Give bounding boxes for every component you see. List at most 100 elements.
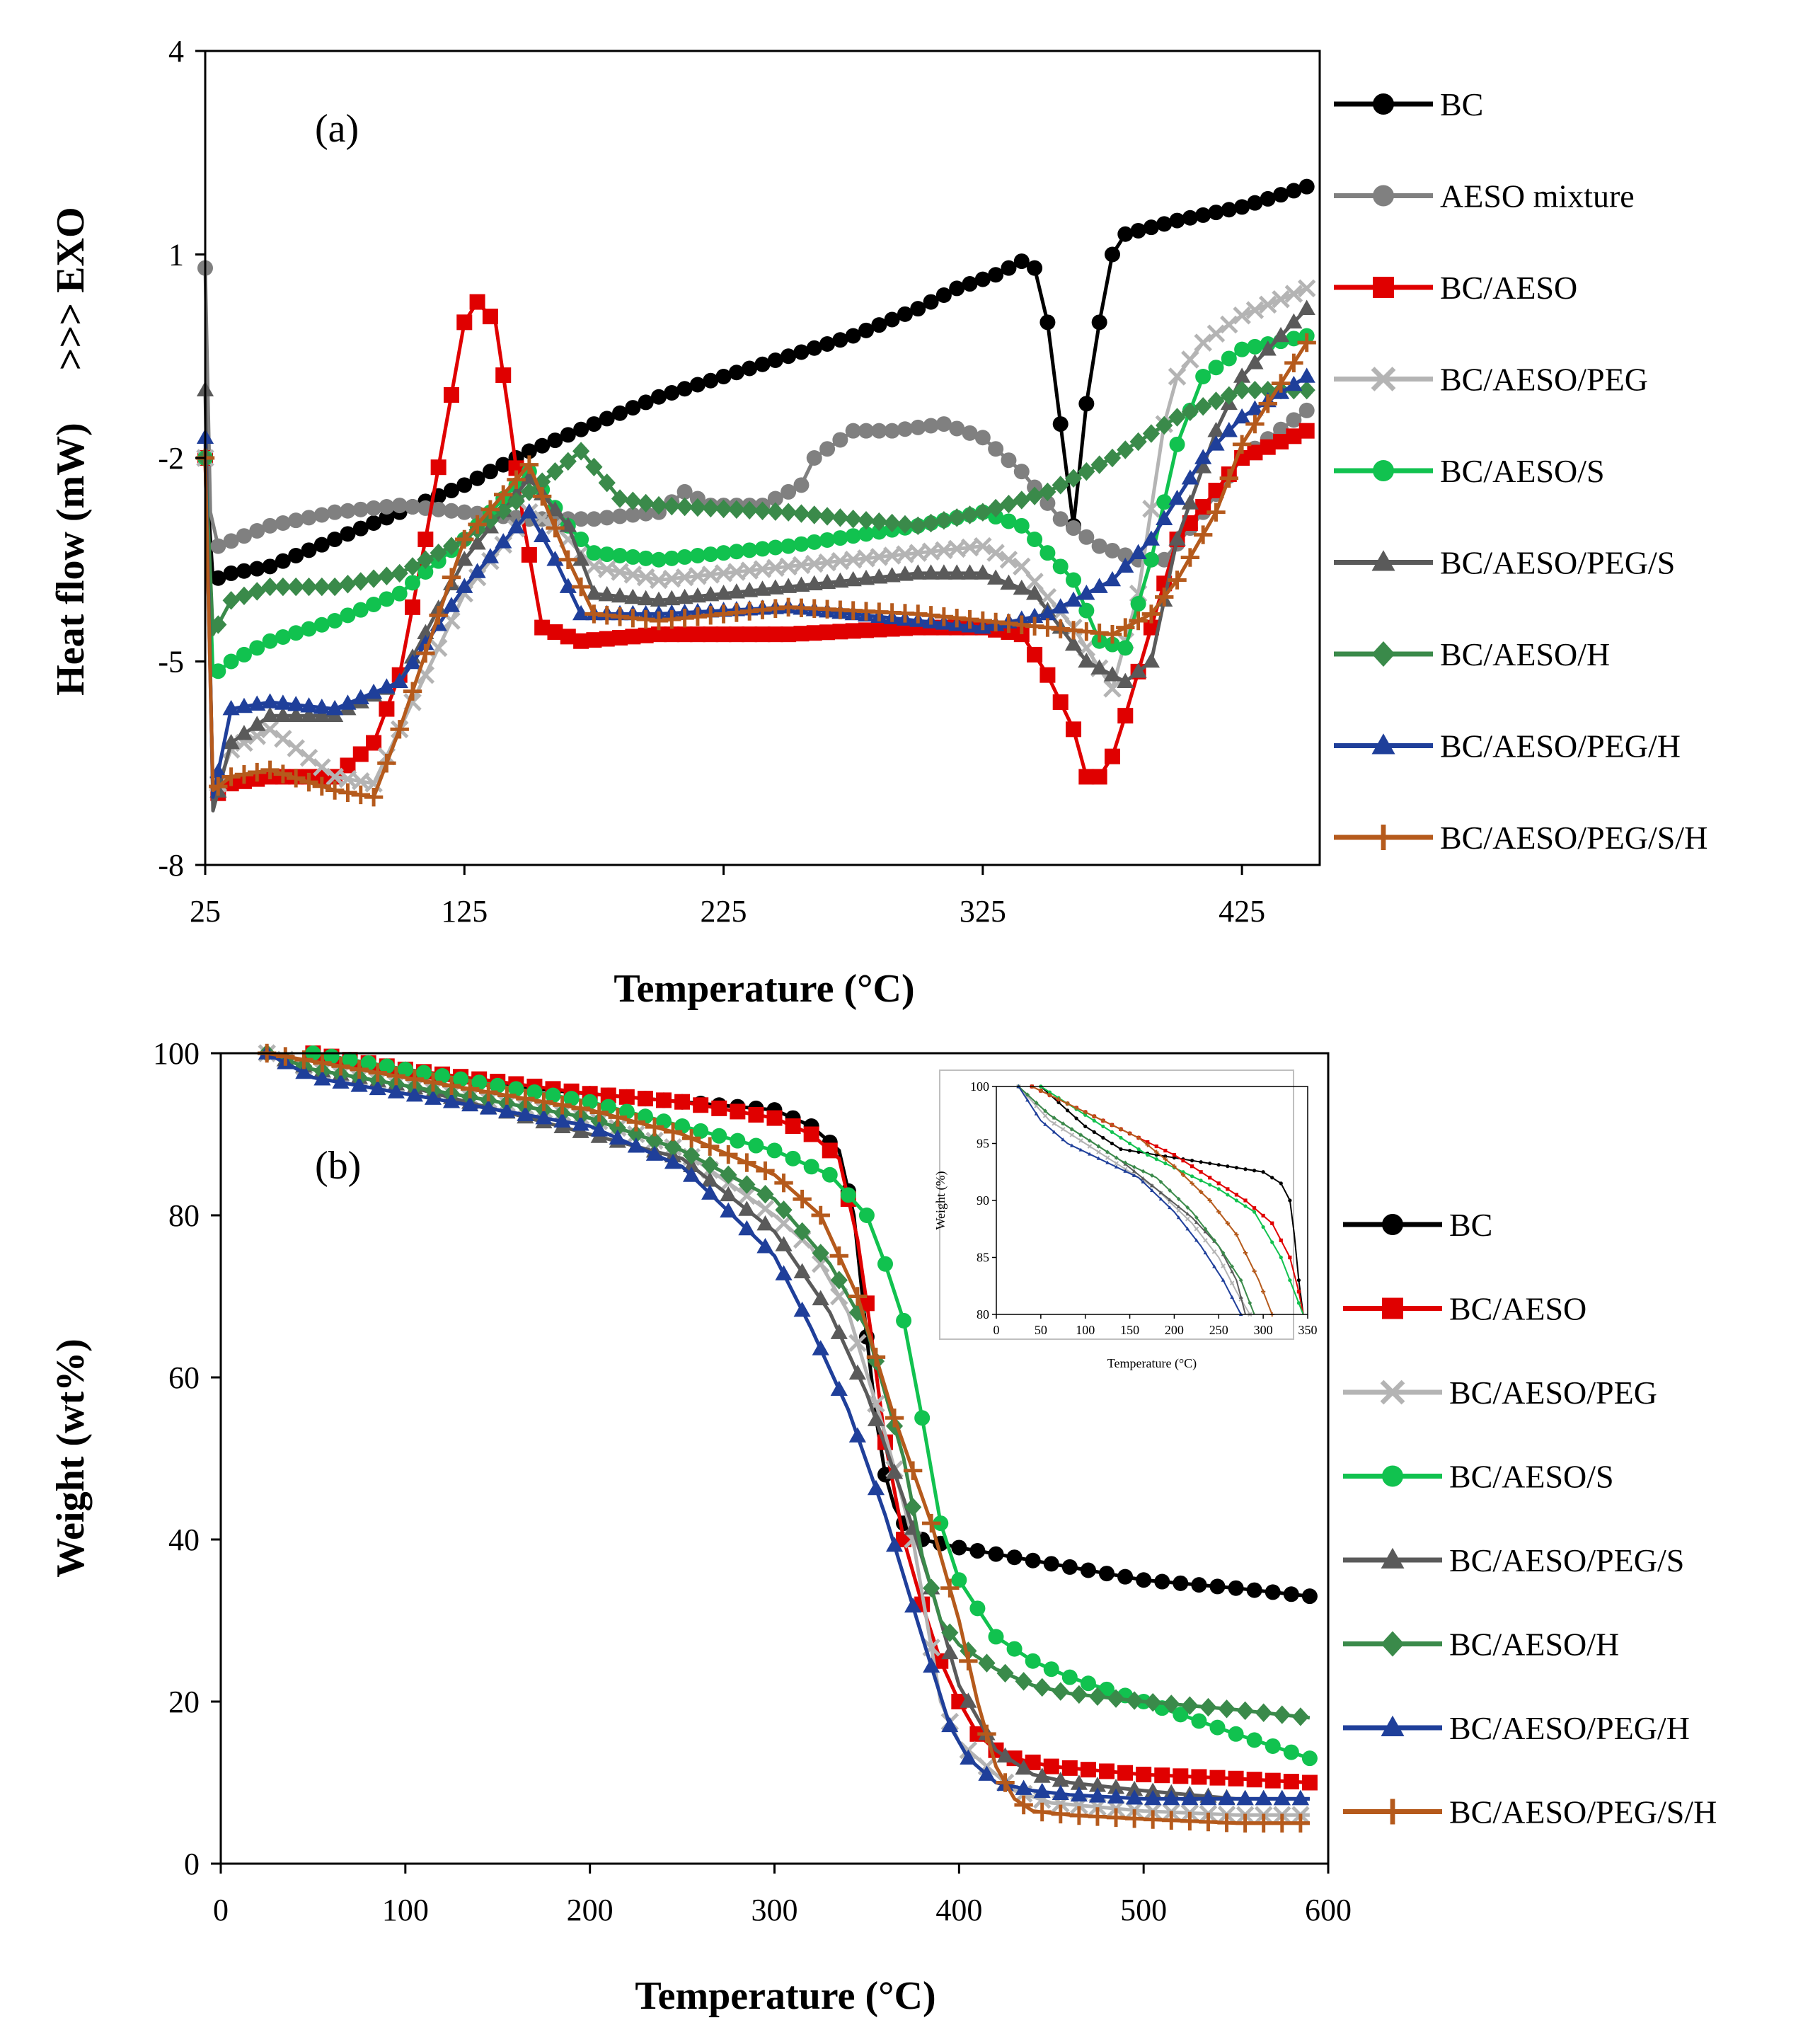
- panel-a-point-aeso-mixture: [832, 432, 848, 448]
- panel-b-point-bc-aeso-peg-h: [609, 1129, 626, 1145]
- panel-a-point-bc-aeso-peg-h: [287, 696, 305, 711]
- panel-a-point-bc-aeso-peg-h: [1207, 435, 1225, 451]
- panel-a-point-bc-aeso-s: [210, 663, 226, 679]
- inset-point-bc: [1172, 1156, 1177, 1160]
- inset-point-bc-aeso-peg: [1105, 1155, 1110, 1160]
- panel-a-point-bc-aeso-peg-s-h: [519, 455, 539, 474]
- panel-a-legend-marker-bc-aeso-peg-h: [1371, 733, 1395, 755]
- inset-point-bc-aeso: [1288, 1255, 1292, 1260]
- panel-a-point-bc-aeso-peg-s: [715, 585, 732, 600]
- panel-a-legend-label-bc-aeso-s: BC/AESO/S: [1440, 453, 1605, 489]
- panel-a-point-bc-aeso-peg: [999, 550, 1018, 569]
- panel-a-point-bc-aeso-peg-s: [261, 706, 279, 722]
- panel-a-point-bc-aeso-h: [702, 498, 720, 518]
- inset-point-bc-aeso-s: [1226, 1193, 1230, 1197]
- inset-series-bc-aeso-h: [1016, 1084, 1255, 1315]
- panel-a-point-bc-aeso-s: [417, 564, 434, 580]
- panel-a-point-bc: [689, 377, 705, 393]
- panel-a-point-bc-aeso: [612, 629, 628, 646]
- panel-a-point-aeso-mixture: [313, 507, 330, 523]
- panel-b-point-bc-aeso-h: [720, 1165, 737, 1184]
- panel-b-point-bc-aeso-h: [1255, 1703, 1272, 1722]
- panel-b-legend-label-bc-aeso-h: BC/AESO/H: [1449, 1627, 1619, 1663]
- panel-a-point-bc-aeso-peg-s-h: [1155, 587, 1174, 607]
- panel-a-point-bc: [1195, 207, 1211, 223]
- panel-a-point-bc-aeso-s: [1169, 436, 1185, 452]
- panel-a-point-bc-aeso-s: [405, 575, 421, 591]
- panel-a-x-axis-title: Temperature (°C): [614, 967, 914, 1011]
- panel-a-point-bc-aeso-h: [857, 510, 875, 530]
- panel-a-point-bc-aeso: [456, 314, 473, 331]
- panel-b-point-bc-aeso-s: [453, 1071, 469, 1087]
- panel-a-point-bc-aeso-peg-s-h: [494, 485, 513, 504]
- panel-a-point-bc-aeso-peg-s: [1090, 659, 1108, 675]
- panel-b-point-bc-aeso-s: [545, 1087, 561, 1103]
- panel-a-point-bc-aeso-peg-s-h: [377, 754, 396, 773]
- panel-a-point-bc-aeso-peg-h: [1025, 607, 1044, 624]
- panel-b-point-bc-aeso: [1025, 1754, 1041, 1770]
- panel-b-point-bc-aeso-peg-s-h: [737, 1153, 756, 1172]
- panel-b-point-bc: [1283, 1586, 1299, 1602]
- panel-a-point-bc-aeso: [379, 701, 395, 717]
- panel-a-point-aeso-mixture: [793, 477, 810, 493]
- panel-b-point-bc-aeso-peg-s-h: [479, 1082, 498, 1102]
- panel-a-y-tick-label: -8: [158, 848, 184, 883]
- panel-a-point-bc: [1001, 260, 1017, 276]
- panel-b-point-bc-aeso-peg-s: [848, 1364, 866, 1380]
- panel-b-point-bc-aeso: [600, 1087, 616, 1103]
- panel-a-point-aeso-mixture: [275, 515, 291, 531]
- panel-a-point-bc-aeso: [638, 627, 654, 643]
- inset-point-bc: [1288, 1198, 1292, 1203]
- panel-a-point-bc-aeso: [573, 633, 589, 649]
- panel-a-legend-item-bc-aeso-peg-h: BC/AESO/PEG/H: [1334, 728, 1681, 764]
- inset-point-bc-aeso-h: [1194, 1215, 1199, 1220]
- inset-point-bc-aeso-s: [1208, 1183, 1212, 1187]
- panel-a-legend-item-bc: BC: [1334, 86, 1483, 122]
- panel-b-point-bc-aeso-s: [1025, 1653, 1041, 1669]
- panel-a-point-bc-aeso: [793, 626, 810, 642]
- panel-b-point-bc-aeso-peg-h: [1015, 1779, 1032, 1795]
- panel-a-point-bc-aeso-peg: [1233, 306, 1251, 325]
- panel-a-point-bc-aeso-h: [1039, 482, 1056, 502]
- panel-b-point-bc-aeso: [785, 1118, 801, 1135]
- panel-a-point-bc: [327, 532, 343, 547]
- panel-a-point-bc: [806, 340, 822, 356]
- panel-a-point-bc-aeso-peg-s-h: [351, 785, 370, 805]
- inset-point-bc-aeso-peg-h: [1131, 1173, 1136, 1177]
- panel-b-point-bc-aeso-h: [756, 1185, 774, 1204]
- panel-b-point-bc-aeso-peg-s-h: [553, 1096, 572, 1115]
- inset-point-bc: [1065, 1108, 1070, 1113]
- inset-point-bc-aeso-h: [1105, 1149, 1110, 1154]
- inset-point-bc-aeso-peg: [1087, 1144, 1093, 1149]
- panel-a-point-bc-aeso-peg-h: [520, 503, 538, 519]
- panel-b-inset: 0 50 100 150 200 250 300 350 80 85 90 95 100 Tempera…: [933, 1070, 1318, 1371]
- panel-b-point-bc-aeso-peg-h: [904, 1597, 922, 1613]
- inset-point-bc: [1208, 1162, 1212, 1166]
- inset-point-bc-aeso: [1270, 1221, 1274, 1225]
- panel-b-point-bc-aeso-peg-s: [775, 1236, 793, 1251]
- panel-a-point-bc-aeso-h: [222, 591, 240, 610]
- panel-a-point-bc-aeso-h: [417, 550, 434, 569]
- panel-b-point-bc-aeso-s: [858, 1208, 875, 1223]
- panel-b-point-bc-aeso-peg-s-h: [516, 1089, 535, 1108]
- panel-a-point-bc: [586, 416, 602, 432]
- panel-a-point-bc: [1143, 219, 1159, 236]
- inset-point-bc-aeso-h: [1088, 1138, 1092, 1143]
- inset-point-bc-aeso-peg-s: [1203, 1229, 1208, 1234]
- panel-a-point-bc: [742, 360, 758, 377]
- panel-a-point-bc-aeso-peg: [364, 774, 383, 793]
- inset-point-bc: [1243, 1167, 1248, 1171]
- panel-a-point-bc-aeso: [560, 629, 576, 645]
- panel-b-point-bc-aeso-peg-s-h: [1106, 1808, 1126, 1828]
- inset-point-bc: [1101, 1135, 1105, 1140]
- panel-a-point-bc-aeso-s: [262, 633, 278, 649]
- inset-point-bc-aeso-peg-s-h: [1092, 1114, 1097, 1119]
- panel-b-point-bc-aeso-h: [1291, 1707, 1309, 1726]
- panel-a-point-bc-aeso-h: [754, 501, 771, 520]
- inset-point-bc-aeso-peg-s-h: [1074, 1106, 1079, 1111]
- panel-a-point-bc-aeso-h: [378, 566, 396, 585]
- panel-a-point-bc-aeso-h: [326, 577, 344, 597]
- panel-b-point-bc-aeso-peg-h: [830, 1380, 848, 1396]
- inset-point-bc: [1119, 1147, 1123, 1152]
- panel-a-point-bc: [962, 276, 978, 292]
